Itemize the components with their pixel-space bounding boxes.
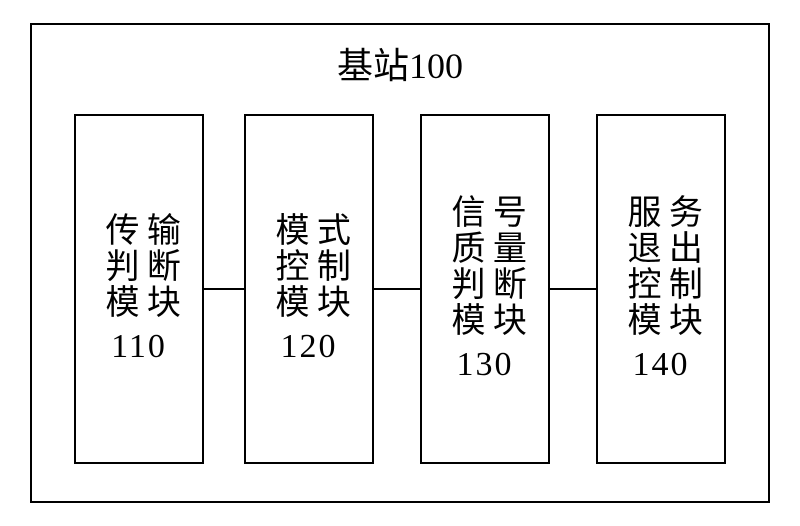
module-number: 130 [457, 346, 514, 384]
module-service-exit-control: 服退控模 务出制块 140 [596, 114, 726, 464]
module-number: 120 [281, 328, 338, 366]
module-text-col2: 式制块 [311, 212, 348, 320]
module-text-col1: 模控模 [270, 212, 307, 320]
connector-line [550, 288, 596, 290]
connector-line [204, 288, 244, 290]
connector-line [374, 288, 420, 290]
module-number: 140 [633, 346, 690, 384]
module-text-col2: 号量断块 [487, 194, 524, 338]
module-text-col1: 传判模 [100, 212, 137, 320]
module-transmission-judgment: 传判模 输断块 110 [74, 114, 204, 464]
module-text-col2: 务出制块 [663, 194, 700, 338]
module-label: 服退控模 务出制块 [622, 194, 701, 338]
module-signal-quality-judgment: 信质判模 号量断块 130 [420, 114, 550, 464]
base-station-container: 基站100 传判模 输断块 110 模控模 式制块 120 信质判模 号量断块 … [30, 23, 770, 503]
diagram-title: 基站100 [32, 37, 768, 89]
module-label: 模控模 式制块 [270, 212, 349, 320]
modules-row: 传判模 输断块 110 模控模 式制块 120 信质判模 号量断块 130 服退… [32, 114, 768, 464]
module-label: 信质判模 号量断块 [446, 194, 525, 338]
module-mode-control: 模控模 式制块 120 [244, 114, 374, 464]
module-text-col1: 服退控模 [622, 194, 659, 338]
module-label: 传判模 输断块 [100, 212, 179, 320]
module-text-col1: 信质判模 [446, 194, 483, 338]
module-number: 110 [111, 328, 167, 366]
module-text-col2: 输断块 [141, 212, 178, 320]
